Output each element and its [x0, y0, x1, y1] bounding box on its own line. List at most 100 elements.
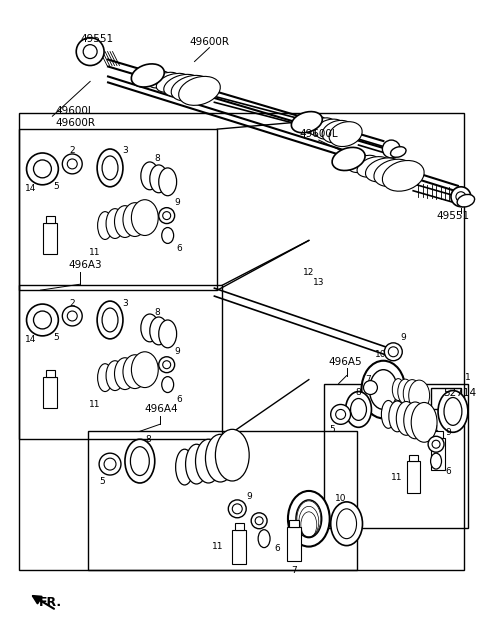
Text: 52714: 52714	[444, 387, 477, 398]
Text: 3: 3	[122, 298, 128, 308]
Bar	[19, 113, 464, 571]
Ellipse shape	[132, 200, 158, 236]
Text: 9: 9	[246, 492, 252, 501]
Ellipse shape	[398, 379, 413, 404]
Circle shape	[388, 347, 398, 356]
Text: 7: 7	[366, 375, 372, 384]
Circle shape	[456, 191, 466, 202]
Bar	[431, 438, 445, 470]
Ellipse shape	[431, 453, 442, 469]
Text: 13: 13	[313, 277, 324, 287]
Text: 49600R: 49600R	[190, 37, 229, 47]
Ellipse shape	[346, 392, 372, 427]
Ellipse shape	[102, 156, 118, 180]
Text: 5: 5	[53, 182, 59, 191]
Ellipse shape	[365, 158, 401, 182]
Circle shape	[228, 500, 246, 518]
Text: 49600R: 49600R	[55, 118, 96, 128]
Circle shape	[255, 517, 263, 525]
Text: 5: 5	[53, 333, 59, 343]
Text: 4: 4	[432, 425, 438, 434]
Ellipse shape	[411, 403, 437, 442]
Ellipse shape	[391, 147, 406, 157]
Ellipse shape	[171, 75, 210, 101]
Ellipse shape	[131, 447, 149, 475]
Text: 496A4: 496A4	[145, 404, 179, 415]
Ellipse shape	[132, 352, 158, 387]
Ellipse shape	[156, 73, 189, 92]
Bar	[232, 530, 246, 564]
Text: 9: 9	[400, 333, 406, 343]
Ellipse shape	[374, 159, 413, 186]
Circle shape	[383, 140, 400, 158]
Circle shape	[415, 411, 431, 427]
Circle shape	[159, 356, 175, 373]
Text: 11: 11	[89, 248, 101, 257]
Ellipse shape	[195, 439, 221, 483]
Ellipse shape	[348, 155, 378, 173]
Ellipse shape	[322, 120, 353, 143]
Text: 8: 8	[155, 308, 161, 317]
Bar	[43, 377, 57, 408]
Ellipse shape	[115, 205, 135, 238]
Bar	[235, 523, 244, 530]
Ellipse shape	[340, 154, 367, 168]
Text: 496A3: 496A3	[68, 260, 102, 270]
Ellipse shape	[123, 203, 147, 236]
Text: 5: 5	[329, 425, 335, 434]
Ellipse shape	[438, 391, 468, 432]
Ellipse shape	[444, 398, 462, 425]
Ellipse shape	[106, 361, 124, 391]
Text: 6: 6	[445, 466, 451, 475]
Ellipse shape	[106, 209, 124, 238]
Ellipse shape	[332, 147, 365, 171]
Ellipse shape	[350, 399, 366, 420]
Ellipse shape	[97, 363, 112, 392]
Bar	[409, 455, 418, 461]
Text: 2: 2	[70, 298, 75, 308]
Ellipse shape	[159, 168, 177, 196]
Text: 49600L: 49600L	[55, 106, 94, 116]
Ellipse shape	[315, 119, 344, 139]
Ellipse shape	[216, 429, 249, 481]
Ellipse shape	[288, 491, 330, 547]
Ellipse shape	[125, 439, 155, 483]
Circle shape	[336, 410, 346, 420]
Ellipse shape	[396, 401, 416, 435]
Bar	[43, 222, 57, 254]
Circle shape	[159, 208, 175, 224]
Circle shape	[99, 453, 121, 475]
Ellipse shape	[150, 317, 168, 345]
Ellipse shape	[186, 444, 207, 484]
Circle shape	[62, 306, 82, 326]
Circle shape	[83, 45, 97, 59]
Text: 8: 8	[155, 154, 161, 164]
Ellipse shape	[291, 112, 323, 133]
Ellipse shape	[383, 161, 424, 191]
Bar	[407, 461, 420, 493]
Ellipse shape	[382, 401, 396, 428]
Ellipse shape	[370, 370, 397, 410]
Ellipse shape	[179, 76, 220, 106]
Ellipse shape	[162, 228, 174, 243]
Circle shape	[67, 311, 77, 321]
Text: FR.: FR.	[38, 596, 61, 609]
Ellipse shape	[97, 212, 112, 240]
Circle shape	[34, 311, 51, 329]
Ellipse shape	[329, 122, 362, 147]
Text: 10: 10	[335, 494, 347, 504]
Text: 8: 8	[145, 435, 151, 444]
Circle shape	[163, 361, 171, 368]
Circle shape	[232, 504, 242, 514]
Circle shape	[76, 38, 104, 66]
Text: 11: 11	[391, 473, 402, 482]
Text: 7: 7	[291, 566, 297, 575]
Text: 10: 10	[375, 350, 386, 359]
Text: 1: 1	[465, 373, 471, 382]
Circle shape	[363, 380, 377, 394]
Circle shape	[163, 212, 171, 219]
Ellipse shape	[205, 434, 235, 482]
Ellipse shape	[162, 377, 174, 392]
Bar	[287, 526, 301, 561]
Circle shape	[331, 404, 350, 424]
